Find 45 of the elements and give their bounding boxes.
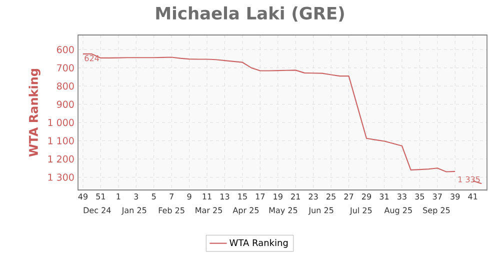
text: Dec 24: [84, 207, 111, 214]
x-tick-label: 33: [397, 194, 406, 200]
text: Sep 25: [423, 207, 450, 215]
y-tick-label: 1 200: [48, 155, 74, 163]
x-tick-label: 51: [96, 194, 106, 200]
x-tick-label: 3: [134, 194, 138, 200]
x-tick-label: 17: [256, 194, 265, 200]
y-tick-label: 700: [57, 64, 74, 72]
y-tick-label: 800: [56, 82, 74, 90]
x-tick-label: 11: [202, 194, 212, 200]
x-tick-label: 7: [170, 194, 174, 200]
text: May 25: [269, 207, 298, 215]
x-tick-label: 35: [415, 194, 424, 200]
y-tick-label: 900: [56, 100, 74, 108]
legend-label: WTA Ranking: [230, 239, 288, 248]
data-label: 624: [84, 55, 99, 62]
x-tick-label: 19: [274, 194, 282, 200]
y-tick-label: 1 300: [48, 174, 74, 181]
y-tick-label: 600: [57, 46, 74, 54]
x-tick-label: 37: [432, 194, 442, 200]
x-tick-label: 31: [380, 194, 389, 200]
chart-title: Michaela Laki (GRE): [156, 6, 344, 22]
y-axis-title: WTA Ranking: [28, 68, 40, 157]
y-tick-label: 1 100: [48, 137, 74, 144]
x-tick-label: 41: [468, 194, 478, 200]
text: Mar 25: [196, 207, 222, 214]
text: Jan 25: [121, 207, 146, 215]
y-tick-label: 1 000: [48, 118, 74, 126]
x-tick-label: 27: [344, 194, 354, 200]
x-tick-label: 5: [152, 194, 156, 200]
text: Apr 25: [232, 207, 259, 215]
x-tick-label: 9: [187, 194, 192, 200]
text: Feb 25: [158, 207, 184, 214]
x-tick-label: 13: [220, 194, 230, 200]
x-tick-label: 49: [78, 194, 88, 200]
x-tick-label: 23: [308, 194, 318, 200]
x-tick-label: 21: [291, 194, 300, 200]
text: Aug 25: [384, 207, 412, 215]
text: Jul 25: [350, 207, 372, 215]
x-tick-label: 1: [116, 194, 120, 200]
text: Jun 25: [308, 207, 334, 215]
x-tick-label: 15: [238, 194, 247, 200]
x-tick-label: 39: [450, 194, 460, 200]
x-tick-label: 25: [326, 194, 336, 200]
x-tick-label: 29: [362, 194, 372, 200]
